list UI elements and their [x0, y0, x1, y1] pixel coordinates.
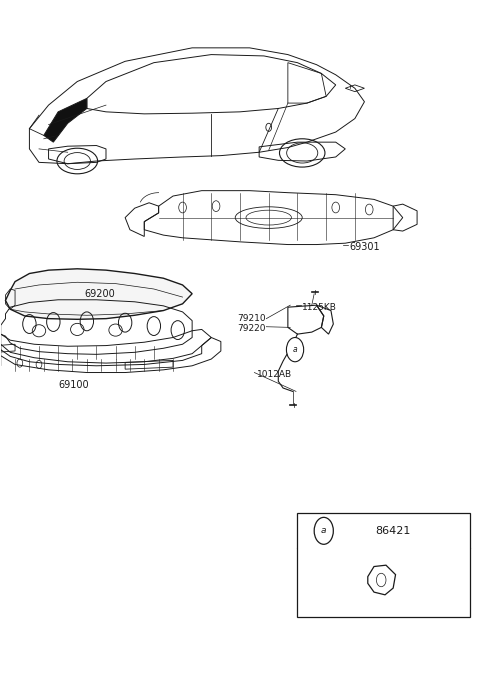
- Text: 69200: 69200: [84, 289, 115, 299]
- Text: 69100: 69100: [58, 379, 89, 389]
- FancyBboxPatch shape: [298, 512, 470, 617]
- Text: 1125KB: 1125KB: [302, 302, 337, 312]
- Polygon shape: [5, 269, 192, 319]
- Text: a: a: [321, 526, 326, 535]
- Text: 79210: 79210: [238, 314, 266, 323]
- Circle shape: [314, 517, 333, 544]
- Polygon shape: [44, 99, 87, 142]
- Circle shape: [287, 338, 304, 362]
- Text: 79220: 79220: [238, 324, 266, 333]
- Text: 1012AB: 1012AB: [257, 370, 292, 379]
- Text: a: a: [293, 345, 297, 354]
- Text: 69301: 69301: [349, 242, 380, 252]
- Text: 86421: 86421: [375, 526, 411, 536]
